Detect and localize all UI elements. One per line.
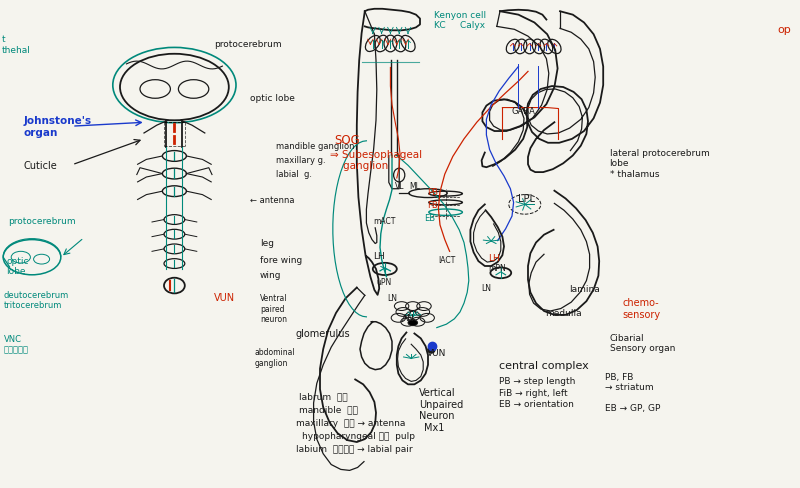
Text: maxillary  게맛 → antenna: maxillary 게맛 → antenna bbox=[296, 418, 406, 427]
Text: protocerebrum: protocerebrum bbox=[8, 216, 76, 225]
Text: uPN: uPN bbox=[376, 278, 391, 286]
Text: mandible ganglion: mandible ganglion bbox=[276, 142, 354, 151]
Text: labium  아랏입술 → labial pair: labium 아랏입술 → labial pair bbox=[296, 445, 413, 453]
Text: abdominal
ganglion: abdominal ganglion bbox=[254, 347, 295, 367]
Text: Cuticle: Cuticle bbox=[24, 161, 58, 171]
Text: labrum  칛솔: labrum 칛솔 bbox=[299, 392, 348, 401]
Text: chemo-
sensory: chemo- sensory bbox=[622, 298, 661, 319]
Text: Ventral
paired
neuron: Ventral paired neuron bbox=[260, 294, 287, 323]
Circle shape bbox=[408, 320, 418, 326]
Text: LN: LN bbox=[387, 293, 397, 302]
Text: SOG: SOG bbox=[334, 134, 360, 147]
Text: mACT: mACT bbox=[373, 216, 395, 225]
Text: ML: ML bbox=[410, 182, 421, 191]
Text: protocerebrum: protocerebrum bbox=[214, 41, 282, 49]
Text: op: op bbox=[778, 25, 791, 35]
Text: Johnstone's
organ: Johnstone's organ bbox=[24, 116, 92, 138]
Text: AN: AN bbox=[402, 314, 414, 323]
Text: EB → orientation: EB → orientation bbox=[499, 400, 574, 408]
Text: FiB → right, left: FiB → right, left bbox=[499, 388, 568, 397]
Text: Cibarial
Sensory organ: Cibarial Sensory organ bbox=[610, 333, 675, 352]
Text: central complex: central complex bbox=[499, 360, 589, 370]
Text: LPL: LPL bbox=[518, 193, 535, 203]
Text: wing: wing bbox=[260, 271, 282, 280]
Text: PB, FB
→ striatum: PB, FB → striatum bbox=[605, 372, 654, 391]
Text: GABA: GABA bbox=[512, 107, 536, 116]
Text: Mx1: Mx1 bbox=[424, 422, 444, 432]
Text: Vertical
Unpaired
Neuron: Vertical Unpaired Neuron bbox=[419, 387, 463, 421]
Text: fore wing: fore wing bbox=[260, 255, 302, 264]
Text: EB: EB bbox=[424, 213, 435, 222]
Text: VUN: VUN bbox=[427, 348, 446, 357]
Text: ← antenna: ← antenna bbox=[250, 196, 295, 204]
Text: VL: VL bbox=[395, 182, 405, 191]
Text: deutocerebrum
tritocerebrum: deutocerebrum tritocerebrum bbox=[4, 290, 70, 310]
Text: lACT: lACT bbox=[438, 255, 456, 264]
Text: Kenyon cell
KC     Calyx: Kenyon cell KC Calyx bbox=[434, 11, 486, 30]
Text: FB: FB bbox=[427, 201, 438, 209]
Text: ⇒ Subesophageal
    ganglion: ⇒ Subesophageal ganglion bbox=[330, 149, 422, 171]
Text: leg: leg bbox=[260, 239, 274, 247]
Text: medulla: medulla bbox=[546, 309, 582, 318]
Text: LH: LH bbox=[488, 253, 500, 262]
Text: optic
lobe: optic lobe bbox=[6, 256, 29, 276]
Text: VNC
복부신경삭: VNC 복부신경삭 bbox=[4, 334, 29, 354]
Text: hypopharyngeal 성탁  pulp: hypopharyngeal 성탁 pulp bbox=[302, 431, 415, 440]
Text: labial  g.: labial g. bbox=[276, 169, 312, 178]
Text: LN: LN bbox=[482, 284, 491, 292]
Text: VUN: VUN bbox=[214, 293, 235, 303]
Text: optic lobe: optic lobe bbox=[250, 94, 294, 103]
Text: lateral protocerebrum
lobe
* thalamus: lateral protocerebrum lobe * thalamus bbox=[610, 149, 710, 178]
Text: t
thehal: t thehal bbox=[2, 35, 30, 55]
Text: PB → step length: PB → step length bbox=[499, 376, 575, 385]
Text: EB → GP, GP: EB → GP, GP bbox=[605, 403, 660, 412]
Text: PB: PB bbox=[427, 188, 438, 197]
Text: glomerulus: glomerulus bbox=[296, 329, 350, 339]
Text: lamina: lamina bbox=[570, 285, 600, 293]
Text: LH: LH bbox=[373, 251, 385, 260]
Text: maxillary g.: maxillary g. bbox=[276, 156, 326, 164]
Text: mandible  치아: mandible 치아 bbox=[299, 405, 358, 413]
Text: mPN: mPN bbox=[488, 264, 506, 273]
